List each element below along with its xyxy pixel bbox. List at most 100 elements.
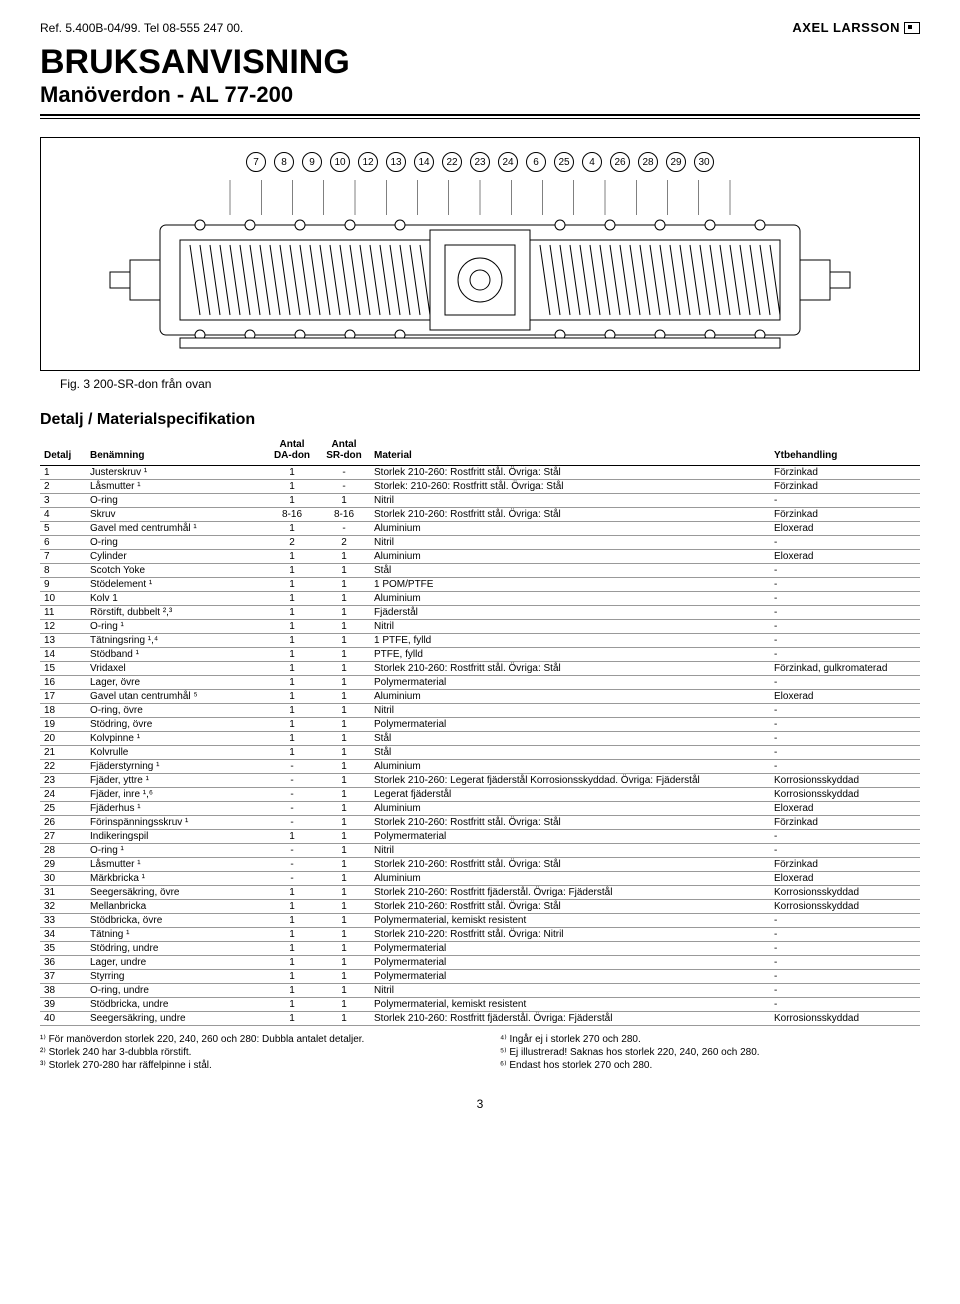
table-cell: O-ring, undre: [86, 984, 266, 998]
spec-table: Detalj Benämning Antal DA-don Antal SR-d…: [40, 435, 920, 1026]
table-cell: Storlek 210-260: Rostfritt stål. Övriga:…: [370, 662, 770, 676]
table-cell: 3: [40, 494, 86, 508]
table-cell: Polymermaterial: [370, 830, 770, 844]
table-cell: 1: [318, 844, 370, 858]
table-cell: 29: [40, 858, 86, 872]
diagram-box: 78910121314222324625426282930: [40, 137, 920, 371]
table-cell: -: [266, 872, 318, 886]
table-cell: -: [770, 914, 920, 928]
table-cell: 2: [266, 536, 318, 550]
table-cell: -: [770, 956, 920, 970]
footnote: ¹⁾ För manöverdon storlek 220, 240, 260 …: [40, 1034, 460, 1045]
table-cell: 1: [318, 564, 370, 578]
table-cell: 34: [40, 928, 86, 942]
callout-number: 13: [386, 152, 406, 172]
table-cell: Stödbricka, undre: [86, 998, 266, 1012]
callout-number: 30: [694, 152, 714, 172]
footnotes-right: ⁴⁾ Ingår ej i storlek 270 och 280.⁵⁾ Ej …: [500, 1034, 920, 1073]
table-cell: Fjäder, yttre ¹: [86, 774, 266, 788]
table-cell: -: [770, 564, 920, 578]
table-cell: -: [770, 830, 920, 844]
table-cell: O-ring: [86, 494, 266, 508]
table-cell: 14: [40, 648, 86, 662]
table-cell: 1: [318, 732, 370, 746]
table-cell: -: [318, 480, 370, 494]
table-cell: -: [770, 760, 920, 774]
table-cell: -: [770, 942, 920, 956]
table-cell: -: [770, 732, 920, 746]
table-cell: 1: [266, 564, 318, 578]
table-cell: Låsmutter ¹: [86, 858, 266, 872]
table-cell: 1: [266, 522, 318, 536]
table-cell: Förzinkad, gulkromaterad: [770, 662, 920, 676]
table-cell: Korrosionsskyddad: [770, 886, 920, 900]
table-cell: Storlek 210-260: Legerat fjäderstål Korr…: [370, 774, 770, 788]
table-row: 21Kolvrulle11Stål-: [40, 746, 920, 760]
table-cell: -: [770, 634, 920, 648]
table-cell: 1: [318, 858, 370, 872]
table-cell: 13: [40, 634, 86, 648]
table-row: 28O-ring ¹-1Nitril-: [40, 844, 920, 858]
table-cell: Storlek 210-220: Rostfritt stål. Övriga:…: [370, 928, 770, 942]
table-cell: 1: [266, 1012, 318, 1026]
table-cell: Stödband ¹: [86, 648, 266, 662]
table-row: 19Stödring, övre11Polymermaterial-: [40, 718, 920, 732]
col-antal-da-label: Antal: [280, 439, 305, 450]
header-top: Ref. 5.400B-04/99. Tel 08-555 247 00. AX…: [40, 20, 920, 35]
table-cell: 11: [40, 606, 86, 620]
table-cell: Gavel utan centrumhål ⁵: [86, 690, 266, 704]
table-cell: 1: [266, 998, 318, 1012]
table-cell: 24: [40, 788, 86, 802]
table-cell: 27: [40, 830, 86, 844]
table-cell: Fjäderstyrning ¹: [86, 760, 266, 774]
table-cell: Aluminium: [370, 550, 770, 564]
table-cell: 5: [40, 522, 86, 536]
table-cell: -: [266, 774, 318, 788]
table-cell: 1: [266, 704, 318, 718]
table-cell: 1: [318, 872, 370, 886]
table-cell: 8-16: [318, 508, 370, 522]
table-cell: Förzinkad: [770, 816, 920, 830]
table-cell: -: [770, 844, 920, 858]
table-cell: O-ring ¹: [86, 620, 266, 634]
table-cell: 1: [318, 718, 370, 732]
table-row: 27Indikeringspil11Polymermaterial-: [40, 830, 920, 844]
table-cell: Korrosionsskyddad: [770, 774, 920, 788]
table-row: 15Vridaxel11Storlek 210-260: Rostfritt s…: [40, 662, 920, 676]
table-cell: Vridaxel: [86, 662, 266, 676]
table-cell: 8-16: [266, 508, 318, 522]
table-cell: 1: [266, 662, 318, 676]
table-cell: Storlek 210-260: Rostfritt stål. Övriga:…: [370, 466, 770, 480]
table-cell: 1: [318, 928, 370, 942]
table-cell: -: [266, 802, 318, 816]
table-cell: 1: [266, 550, 318, 564]
table-cell: Kolvrulle: [86, 746, 266, 760]
table-cell: Aluminium: [370, 760, 770, 774]
table-row: 32Mellanbricka11Storlek 210-260: Rostfri…: [40, 900, 920, 914]
table-cell: Stödring, undre: [86, 942, 266, 956]
table-row: 35Stödring, undre11Polymermaterial-: [40, 942, 920, 956]
col-benamning: Benämning: [86, 435, 266, 466]
table-cell: -: [770, 494, 920, 508]
table-row: 11Rörstift, dubbelt ²,³11Fjäderstål-: [40, 606, 920, 620]
table-cell: Storlek 210-260: Rostfritt stål. Övriga:…: [370, 858, 770, 872]
table-cell: 4: [40, 508, 86, 522]
table-cell: Tätningsring ¹,⁴: [86, 634, 266, 648]
callout-number: 12: [358, 152, 378, 172]
table-cell: Rörstift, dubbelt ²,³: [86, 606, 266, 620]
col-yt: Ytbehandling: [770, 435, 920, 466]
table-cell: 9: [40, 578, 86, 592]
callout-number: 22: [442, 152, 462, 172]
footnote: ⁶⁾ Endast hos storlek 270 och 280.: [500, 1060, 920, 1071]
callout-number: 29: [666, 152, 686, 172]
table-cell: Storlek 210-260: Rostfritt stål. Övriga:…: [370, 900, 770, 914]
table-cell: 1: [266, 942, 318, 956]
table-cell: -: [770, 928, 920, 942]
table-cell: Aluminium: [370, 690, 770, 704]
table-cell: Aluminium: [370, 522, 770, 536]
table-cell: 1: [266, 900, 318, 914]
table-header-row: Detalj Benämning Antal DA-don Antal SR-d…: [40, 435, 920, 466]
ref-text: Ref. 5.400B-04/99. Tel 08-555 247 00.: [40, 21, 243, 35]
table-cell: 1: [266, 956, 318, 970]
table-row: 29Låsmutter ¹-1Storlek 210-260: Rostfrit…: [40, 858, 920, 872]
